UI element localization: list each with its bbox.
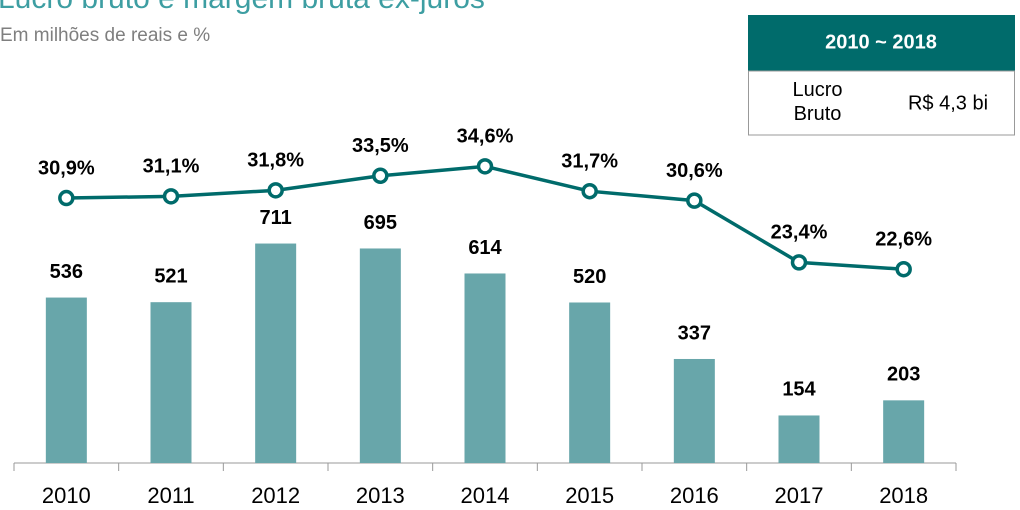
- chart-subtitle: Em milhões de reais e %: [0, 25, 210, 46]
- bar: [359, 248, 401, 463]
- x-tick-label: 2010: [42, 483, 91, 508]
- x-tick-label: 2014: [461, 483, 510, 508]
- line-point: [372, 167, 389, 185]
- bar: [255, 243, 297, 463]
- line-point: [895, 260, 912, 278]
- chart-title: Lucro bruto e margem bruta ex-juros: [0, 0, 485, 15]
- bar-label: 521: [154, 265, 187, 287]
- line-label: 23,4%: [771, 222, 828, 244]
- bar-label: 203: [887, 364, 920, 386]
- line-point: [58, 189, 75, 207]
- bar: [464, 273, 506, 463]
- line-label: 22,6%: [875, 229, 932, 251]
- bar-label: 614: [468, 237, 502, 259]
- line-label: 31,7%: [561, 150, 618, 172]
- line-point: [686, 192, 703, 209]
- bar-label: 154: [782, 379, 816, 401]
- x-tick-label: 2011: [147, 483, 194, 508]
- bar-label: 520: [573, 266, 606, 288]
- bar-label: 536: [50, 261, 83, 283]
- x-tick-label: 2016: [670, 483, 719, 508]
- summary-box: [748, 70, 1015, 136]
- line-point: [162, 188, 180, 205]
- x-tick-label: 2017: [775, 483, 824, 508]
- x-tick-label: 2012: [251, 483, 300, 508]
- summary-label-box: Lucro Bruto: [792, 79, 843, 125]
- line-point: [476, 158, 494, 175]
- bar-label: 711: [260, 207, 292, 229]
- line-label: 31,8%: [247, 150, 304, 172]
- summary-header-bg: [748, 15, 1015, 71]
- bar: [569, 302, 611, 463]
- bar-label: 337: [678, 322, 711, 344]
- bar: [150, 302, 192, 463]
- line-point: [790, 254, 808, 271]
- summary-header: 2010 ~ 2018: [825, 31, 937, 53]
- x-tick-label: 2015: [565, 483, 614, 508]
- bar: [883, 400, 925, 463]
- line-label: 30,9%: [38, 157, 95, 179]
- line-point: [267, 182, 284, 199]
- bar: [45, 297, 87, 463]
- x-tick-label: 2018: [879, 483, 928, 508]
- summary-value: R$ 4,3 bi: [908, 92, 988, 114]
- line-label: 31,1%: [143, 156, 200, 178]
- bar: [673, 358, 715, 463]
- line-label: 33,5%: [352, 135, 409, 157]
- line-point: [581, 182, 598, 200]
- bar-label: 695: [364, 212, 397, 234]
- bar: [778, 415, 820, 463]
- summary-label: Lucro Bruto: [792, 79, 843, 125]
- x-tick-label: 2013: [356, 483, 405, 508]
- line-label: 34,6%: [457, 126, 514, 148]
- line-label: 30,6%: [666, 160, 723, 182]
